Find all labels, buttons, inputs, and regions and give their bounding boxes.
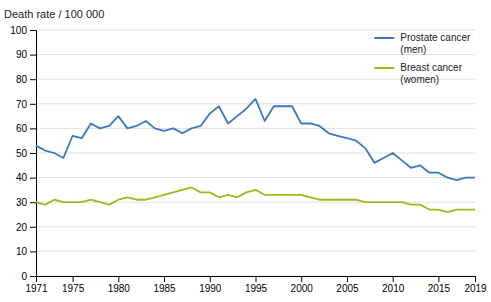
y-tick-mark — [30, 276, 36, 277]
x-tick-mark — [393, 276, 394, 282]
x-tick-label: 2010 — [382, 283, 405, 294]
x-tick-mark — [210, 276, 211, 282]
x-tick-mark — [73, 276, 74, 282]
plot: 1971197519801985199019952000200520102015… — [4, 8, 487, 294]
legend-label-line: Breast cancer — [400, 62, 462, 73]
x-tick: 1971 — [25, 276, 48, 294]
chart: 1971197519801985199019952000200520102015… — [0, 0, 491, 302]
y-tick-label: 0 — [21, 271, 27, 282]
y-tick-mark — [30, 128, 36, 129]
y-tick: 40 — [16, 172, 36, 183]
x-axis-line — [37, 277, 476, 283]
x-tick-mark — [475, 276, 476, 282]
y-tick-mark — [30, 227, 36, 228]
y-tick-mark — [30, 55, 36, 56]
line — [36, 187, 475, 212]
y-tick-mark — [30, 153, 36, 154]
x-tick-label: 2005 — [336, 283, 359, 294]
y-tick-mark — [30, 79, 36, 80]
y-axis-line — [30, 31, 37, 277]
y-tick-label: 80 — [16, 74, 28, 85]
x-tick-mark — [164, 276, 165, 282]
y-tick-mark — [30, 104, 36, 105]
x-tick: 2015 — [428, 276, 451, 294]
x-tick: 1980 — [108, 276, 131, 294]
grid-line — [36, 103, 475, 104]
legend-swatch — [374, 37, 394, 39]
y-tick: 20 — [16, 222, 36, 233]
grid-line — [36, 153, 475, 154]
y-tick-label: 30 — [16, 197, 28, 208]
legend-label: Breast cancer(women) — [400, 62, 462, 85]
grid-line — [36, 251, 475, 252]
y-tick-label: 40 — [16, 172, 28, 183]
grid — [36, 30, 475, 276]
grid-line — [36, 226, 475, 227]
y-tick-mark — [30, 178, 36, 179]
x-tick: 2019 — [464, 276, 487, 294]
legend-label-line: (women) — [400, 74, 439, 85]
y-tick-mark — [30, 202, 36, 203]
x-tick-mark — [256, 276, 257, 282]
x-tick: 1990 — [199, 276, 222, 294]
x-tick: 2010 — [382, 276, 405, 294]
y-tick: 0 — [21, 271, 36, 282]
grid-line — [36, 30, 475, 31]
y-tick: 30 — [16, 197, 36, 208]
legend-swatch — [374, 67, 394, 69]
x-tick-mark — [301, 276, 302, 282]
y-tick: 100 — [10, 25, 36, 36]
x-tick-label: 1995 — [245, 283, 268, 294]
y-tick-label: 10 — [16, 246, 28, 257]
x-tick: 1975 — [62, 276, 85, 294]
x-tick-label: 1980 — [108, 283, 131, 294]
x-tick-label: 1990 — [199, 283, 222, 294]
y-tick: 10 — [16, 246, 36, 257]
y-tick-label: 100 — [10, 25, 27, 36]
legend-label-line: (men) — [400, 44, 426, 55]
x-tick-mark — [118, 276, 119, 282]
grid-line — [36, 177, 475, 178]
y-tick: 50 — [16, 148, 36, 159]
x-axis: 1971 1975 1980 1985 1990 1995 2000 2005 2010 2015… — [25, 276, 487, 294]
y-tick-label: 90 — [16, 49, 28, 60]
x-tick-label: 1975 — [62, 283, 85, 294]
y-tick-label: 50 — [16, 148, 28, 159]
y-tick: 70 — [16, 99, 36, 110]
y-tick: 90 — [16, 49, 36, 60]
x-tick: 2000 — [291, 276, 314, 294]
x-tick-label: 2000 — [291, 283, 314, 294]
x-tick-label: 2019 — [464, 283, 487, 294]
y-axis: 0 10 20 30 40 50 60 70 80 90 100 — [10, 25, 36, 282]
x-tick: 1995 — [245, 276, 268, 294]
x-tick-label: 2015 — [428, 283, 451, 294]
y-tick-mark — [30, 251, 36, 252]
legend-entry: Breast cancer(women) — [374, 62, 462, 85]
legend-label-line: Prostate cancer — [400, 32, 471, 43]
legend: Prostate cancer(men) Breast cancer(women) — [374, 32, 471, 85]
y-tick-label: 70 — [16, 99, 28, 110]
x-tick-label: 1985 — [153, 283, 176, 294]
y-tick-label: 20 — [16, 222, 28, 233]
x-tick-mark — [438, 276, 439, 282]
y-axis-label: Death rate / 100 000 — [4, 8, 104, 20]
x-tick: 1985 — [153, 276, 176, 294]
y-tick-label: 60 — [16, 123, 28, 134]
y-tick-mark — [30, 30, 36, 31]
y-tick: 60 — [16, 123, 36, 134]
legend-entry: Prostate cancer(men) — [374, 32, 471, 55]
lines — [36, 99, 475, 212]
y-tick: 80 — [16, 74, 36, 85]
x-tick: 2005 — [336, 276, 359, 294]
x-tick-label: 1971 — [25, 283, 48, 294]
line — [36, 99, 475, 180]
legend-label: Prostate cancer(men) — [400, 32, 471, 55]
x-tick-mark — [347, 276, 348, 282]
